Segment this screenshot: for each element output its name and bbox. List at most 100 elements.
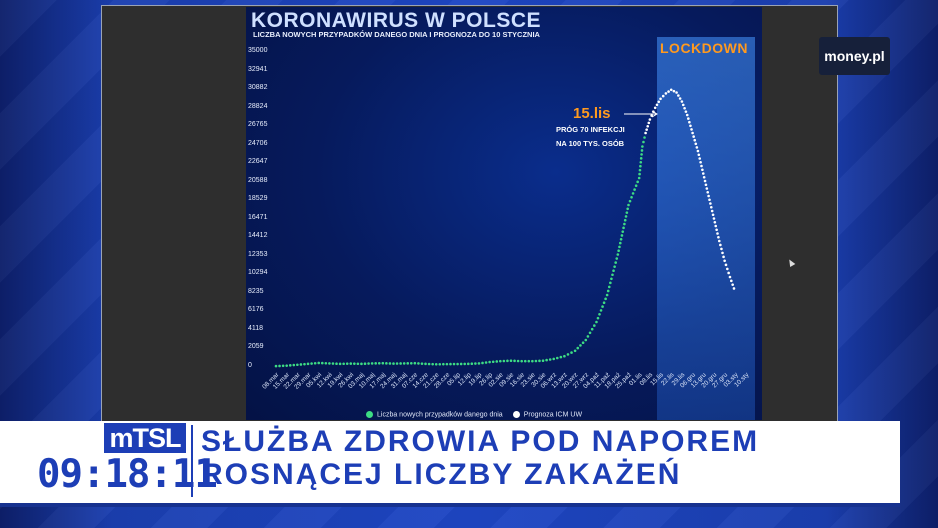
cases-data-point [639, 160, 643, 164]
legend-dot-icon [512, 411, 520, 418]
y-tick-label: 24706 [248, 139, 268, 147]
forecast-data-point [704, 183, 708, 187]
cases-data-point [456, 362, 459, 366]
cases-data-point [581, 341, 585, 345]
cases-data-point [595, 320, 598, 324]
cases-data-point [470, 362, 474, 366]
cases-data-point [488, 360, 491, 364]
forecast-data-point [709, 202, 712, 205]
forecast-data-point [696, 149, 700, 153]
forecast-data-point [685, 113, 689, 117]
y-tick-label: 12353 [248, 250, 268, 258]
y-tick-label: 8235 [248, 287, 264, 295]
cases-data-point [484, 361, 488, 364]
cases-data-point [434, 363, 438, 366]
cases-data-point [459, 362, 463, 366]
cases-data-point [638, 168, 642, 172]
cases-data-point [545, 358, 548, 362]
cases-data-point [584, 338, 588, 342]
forecast-data-point [687, 117, 690, 120]
forecast-data-point [695, 146, 699, 149]
cases-data-point [621, 230, 625, 233]
cases-data-point [395, 362, 399, 365]
cases-data-point [388, 362, 392, 365]
cases-data-point [349, 362, 353, 365]
slide-title: KORONAWIRUS W POLSCE [251, 9, 542, 32]
y-tick-label: 2059 [248, 343, 264, 351]
legend-dot-icon [366, 411, 373, 418]
y-tick-label: 6176 [248, 306, 264, 314]
y-tick-label: 0 [248, 362, 252, 369]
forecast-data-point [702, 175, 706, 179]
cases-data-point [420, 362, 424, 365]
cases-data-point [438, 362, 442, 366]
forecast-data-point [647, 121, 651, 125]
cases-data-point [618, 241, 622, 245]
forecast-data-point [689, 124, 692, 128]
cases-data-point [377, 361, 381, 365]
forecast-data-point [645, 128, 648, 131]
cases-data-point [631, 192, 635, 195]
cases-data-point [281, 364, 285, 368]
cases-data-point [278, 364, 281, 368]
forecast-data-point [712, 217, 716, 220]
forecast-data-point [724, 263, 728, 267]
cases-data-point [636, 180, 639, 184]
y-tick-label: 18529 [248, 195, 268, 203]
cases-data-point [588, 331, 592, 335]
cases-data-point [399, 362, 402, 365]
cases-data-point [274, 364, 278, 368]
forecast-data-point [713, 220, 717, 224]
chart-plot: 08.mar15.mar22.mar29.mar05.kwi12.kwi19.k… [261, 88, 751, 391]
forecast-data-point [701, 168, 704, 172]
cases-data-point [586, 335, 590, 338]
forecast-data-point [697, 153, 701, 157]
cases-data-point [288, 364, 292, 367]
forecast-data-point [710, 209, 714, 213]
forecast-data-point [732, 287, 736, 290]
legend-item-forecast: Prognoza ICM UW [512, 411, 582, 418]
cases-data-point [609, 281, 612, 285]
cases-data-point [324, 361, 328, 365]
forecast-data-point [688, 120, 691, 124]
cases-data-point [617, 249, 620, 252]
arrow-head-icon [651, 110, 658, 118]
forecast-data-point [722, 255, 725, 259]
cases-data-point [570, 351, 573, 354]
cases-data-point [506, 359, 509, 363]
cases-data-point [613, 265, 616, 268]
cases-data-point [463, 362, 467, 366]
y-tick-label: 30882 [248, 84, 268, 92]
forecast-data-point [709, 205, 713, 209]
cases-data-point [320, 361, 324, 365]
cases-data-point [559, 355, 563, 359]
forecast-data-point [701, 172, 705, 175]
cases-data-point [356, 362, 360, 366]
cases-data-point [605, 293, 609, 297]
forecast-data-point [717, 235, 720, 239]
cases-data-point [566, 353, 570, 356]
cases-data-point [392, 362, 395, 365]
cases-data-point [642, 140, 645, 144]
forecast-data-point [683, 106, 686, 110]
cases-data-point [477, 362, 481, 365]
cases-data-point [502, 359, 506, 363]
legend-label-cases: Liczba nowych przypadków danego dnia [377, 411, 503, 419]
cases-data-point [402, 362, 406, 365]
cases-data-point [620, 234, 624, 237]
cases-data-point [630, 195, 633, 199]
cases-data-point [374, 362, 377, 365]
cases-data-point [328, 362, 331, 365]
cases-data-point [310, 362, 313, 365]
cases-data-point [509, 359, 513, 363]
cases-data-point [640, 153, 643, 156]
y-tick-label: 16471 [248, 213, 268, 221]
cases-data-point [424, 362, 427, 366]
forecast-data-point [678, 97, 682, 100]
forecast-data-point [715, 228, 718, 232]
forecast-data-point [693, 138, 697, 142]
forecast-data-point [711, 213, 715, 217]
cases-data-point [596, 316, 600, 320]
cases-data-point [623, 218, 627, 222]
forecast-data-point [661, 94, 665, 98]
